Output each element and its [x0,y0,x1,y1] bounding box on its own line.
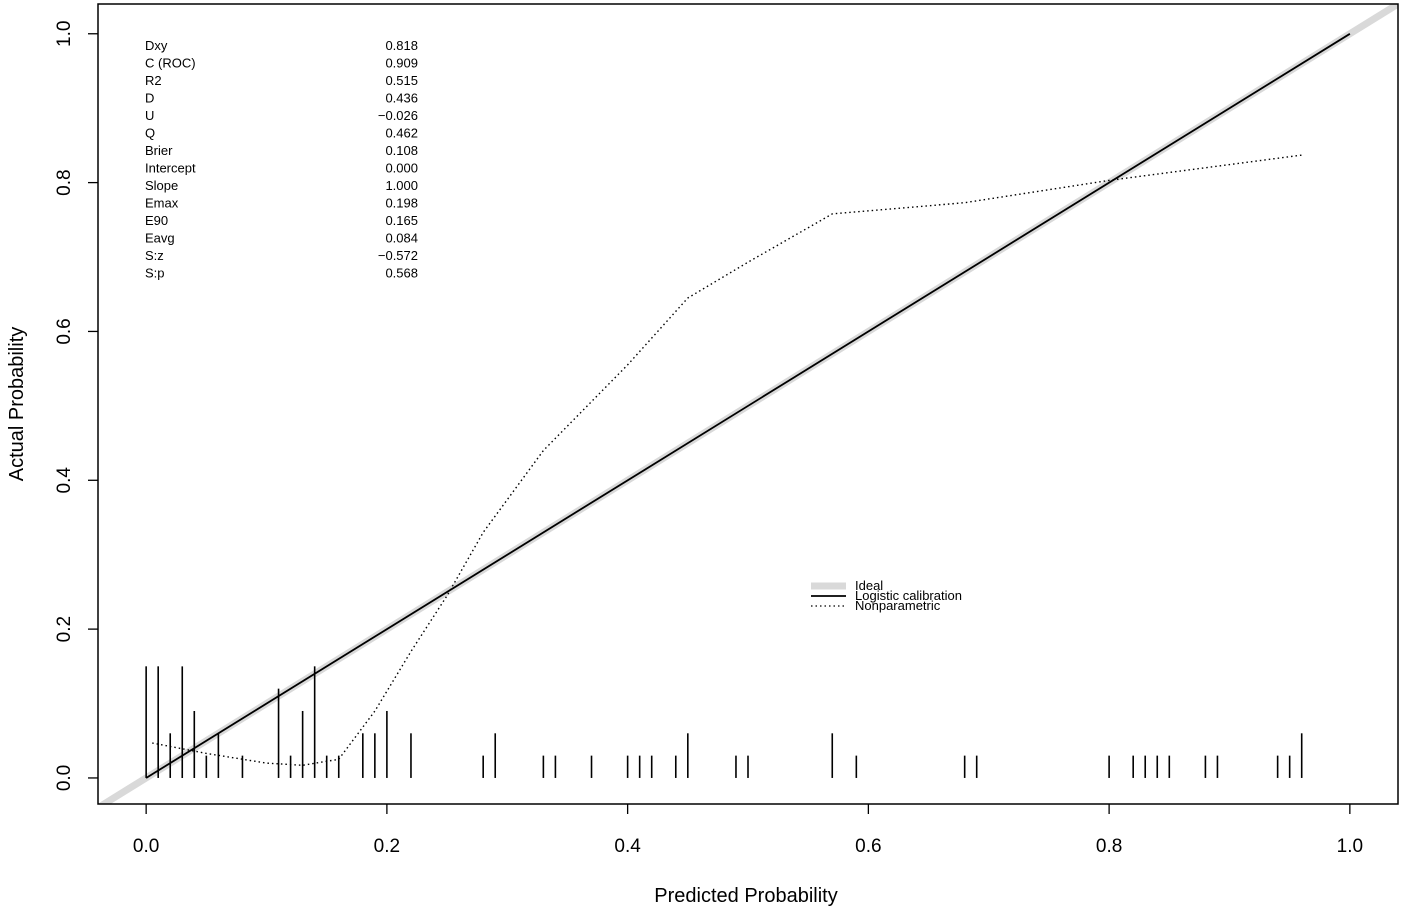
stat-value-2: 0.515 [385,73,418,88]
y-tick-label-2: 0.4 [54,467,75,494]
rug-layer [145,666,1303,778]
stat-value-12: −0.572 [378,248,418,263]
stats-table: Dxy 0.818 C (ROC) 0.909 R2 0.515 D 0.436 U −0.026… [145,38,418,281]
stat-label-3: D [145,91,154,106]
stat-value-11: 0.084 [385,231,418,246]
stat-label-9: Emax [145,196,179,211]
stat-value-7: 0.000 [385,161,418,176]
y-tick-label-0: 0.0 [54,765,75,791]
stat-label-7: Intercept [145,161,196,176]
stat-label-13: S:p [145,266,165,281]
stat-label-0: Dxy [145,38,168,53]
x-tick-label-2: 0.4 [614,836,641,857]
axis-layer: 0.0 0.2 0.4 0.6 0.8 1.0 0.0 0.2 0.4 0.6 0.8 1.0 [54,21,1363,857]
series-layer [145,33,1351,779]
stat-value-8: 1.000 [385,178,418,193]
stat-label-6: Brier [145,143,173,158]
y-axis-title: Actual Probability [6,327,28,482]
stat-value-0: 0.818 [385,38,418,53]
stat-label-11: Eavg [145,231,175,246]
stat-label-1: C (ROC) [145,56,196,71]
legend-label-1: Logistic calibration [855,588,962,603]
y-tick-label-1: 0.2 [54,616,75,642]
y-tick-label-4: 0.8 [54,169,75,195]
stat-value-10: 0.165 [385,213,418,228]
stat-label-12: S:z [145,248,164,263]
y-tick-label-5: 1.0 [54,21,75,47]
x-tick-label-0: 0.0 [133,836,159,857]
stat-label-5: Q [145,126,155,141]
y-tick-label-3: 0.6 [54,318,75,344]
stat-label-8: Slope [145,178,178,193]
stat-value-13: 0.568 [385,266,418,281]
x-tick-label-1: 0.2 [374,836,400,857]
series-logistic-calibration [145,33,1351,779]
series-nonparametric [152,154,1302,767]
legend-label-0: Ideal [855,578,883,593]
stat-label-10: E90 [145,213,168,228]
stat-value-4: −0.026 [378,108,418,123]
stat-value-1: 0.909 [385,56,418,71]
stat-value-5: 0.462 [385,126,418,141]
x-tick-label-3: 0.6 [855,836,881,857]
x-tick-label-5: 1.0 [1337,836,1363,857]
x-axis-title: Predicted Probability [654,885,837,907]
x-tick-label-4: 0.8 [1096,836,1122,857]
stat-value-9: 0.198 [385,196,418,211]
stat-label-2: R2 [145,73,162,88]
stat-value-3: 0.436 [385,91,418,106]
legend-label-2: Nonparametric [855,598,941,613]
stat-label-4: U [145,108,154,123]
stat-value-6: 0.108 [385,143,418,158]
plot-frame [97,3,1399,805]
